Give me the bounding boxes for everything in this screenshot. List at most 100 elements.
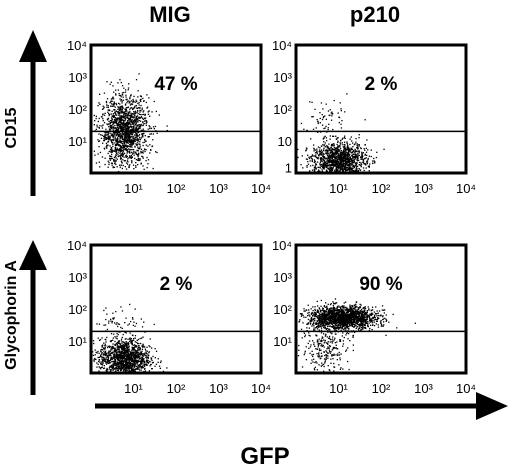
data-point xyxy=(317,325,319,327)
data-point xyxy=(330,146,332,148)
data-point xyxy=(133,117,135,119)
data-point xyxy=(349,159,351,161)
scatter-points-p210-cd15 xyxy=(297,93,385,173)
data-point xyxy=(127,87,130,89)
data-point xyxy=(98,323,101,325)
data-point xyxy=(353,166,356,168)
data-point xyxy=(130,350,133,352)
data-point xyxy=(143,361,145,363)
data-point xyxy=(138,73,140,75)
data-point xyxy=(129,133,131,135)
data-point xyxy=(113,356,115,359)
data-point xyxy=(133,354,136,356)
plot-frame-p210-cd15 xyxy=(294,43,468,175)
data-point xyxy=(326,308,328,311)
data-point xyxy=(123,341,125,343)
data-point xyxy=(354,307,357,309)
data-point xyxy=(131,341,133,343)
data-point xyxy=(340,163,342,165)
data-point xyxy=(127,106,129,109)
data-point xyxy=(339,310,342,312)
data-point xyxy=(316,148,318,150)
data-point xyxy=(112,139,114,141)
data-point xyxy=(124,360,126,362)
data-point xyxy=(131,151,133,153)
data-point xyxy=(125,156,127,158)
data-point xyxy=(340,162,342,164)
data-point xyxy=(133,364,135,366)
data-point xyxy=(331,143,333,145)
data-point xyxy=(136,118,138,120)
data-point xyxy=(96,126,98,128)
data-point xyxy=(142,124,144,127)
data-point xyxy=(109,122,111,124)
data-point xyxy=(117,138,119,141)
data-point xyxy=(130,131,132,133)
data-point xyxy=(121,346,124,348)
data-point xyxy=(342,160,344,162)
data-point xyxy=(142,359,144,361)
data-point xyxy=(362,315,364,317)
data-point xyxy=(129,126,131,128)
data-point xyxy=(101,363,103,365)
data-point xyxy=(119,117,121,119)
data-point xyxy=(315,127,317,129)
data-point xyxy=(135,359,137,361)
data-point xyxy=(118,345,120,348)
data-point xyxy=(131,358,133,360)
data-point xyxy=(119,363,121,365)
data-point xyxy=(142,354,144,357)
data-point xyxy=(355,151,357,153)
data-point xyxy=(127,116,129,119)
data-point xyxy=(117,347,119,349)
data-point xyxy=(107,109,110,111)
data-point xyxy=(348,313,350,315)
data-point xyxy=(362,320,365,322)
data-point xyxy=(329,157,331,159)
data-point xyxy=(125,131,127,133)
data-point xyxy=(114,155,116,158)
data-point xyxy=(126,98,128,100)
data-point xyxy=(348,161,350,164)
data-point xyxy=(120,346,122,348)
data-point xyxy=(110,135,113,137)
data-point xyxy=(113,361,115,363)
data-point xyxy=(112,113,114,115)
data-point xyxy=(108,322,110,324)
data-point xyxy=(321,114,323,116)
data-point xyxy=(94,357,96,360)
data-point xyxy=(344,166,346,168)
data-point xyxy=(124,368,127,370)
x-tick-label: 10² xyxy=(167,181,186,196)
data-point xyxy=(308,327,310,329)
data-point xyxy=(147,145,149,147)
data-point xyxy=(159,361,162,364)
data-point xyxy=(339,320,341,322)
data-point xyxy=(131,107,133,109)
data-point xyxy=(123,149,125,151)
data-point xyxy=(120,338,123,340)
data-point xyxy=(105,353,107,356)
data-point xyxy=(102,367,105,370)
data-point xyxy=(120,347,123,350)
data-point xyxy=(344,165,346,167)
data-point xyxy=(132,131,134,133)
data-point xyxy=(138,366,140,368)
data-point xyxy=(346,162,348,164)
data-point xyxy=(335,329,337,331)
data-point xyxy=(342,163,344,165)
data-point xyxy=(326,145,329,147)
data-point xyxy=(108,163,110,166)
data-point xyxy=(113,354,115,356)
data-point xyxy=(344,148,346,150)
data-point xyxy=(116,347,118,349)
data-point xyxy=(131,317,134,319)
data-point xyxy=(341,151,343,153)
data-point xyxy=(125,135,127,137)
data-point xyxy=(326,318,329,320)
data-point xyxy=(116,143,118,145)
data-point xyxy=(120,160,122,162)
data-point xyxy=(306,148,308,150)
data-point xyxy=(140,358,143,361)
data-point xyxy=(123,347,126,349)
